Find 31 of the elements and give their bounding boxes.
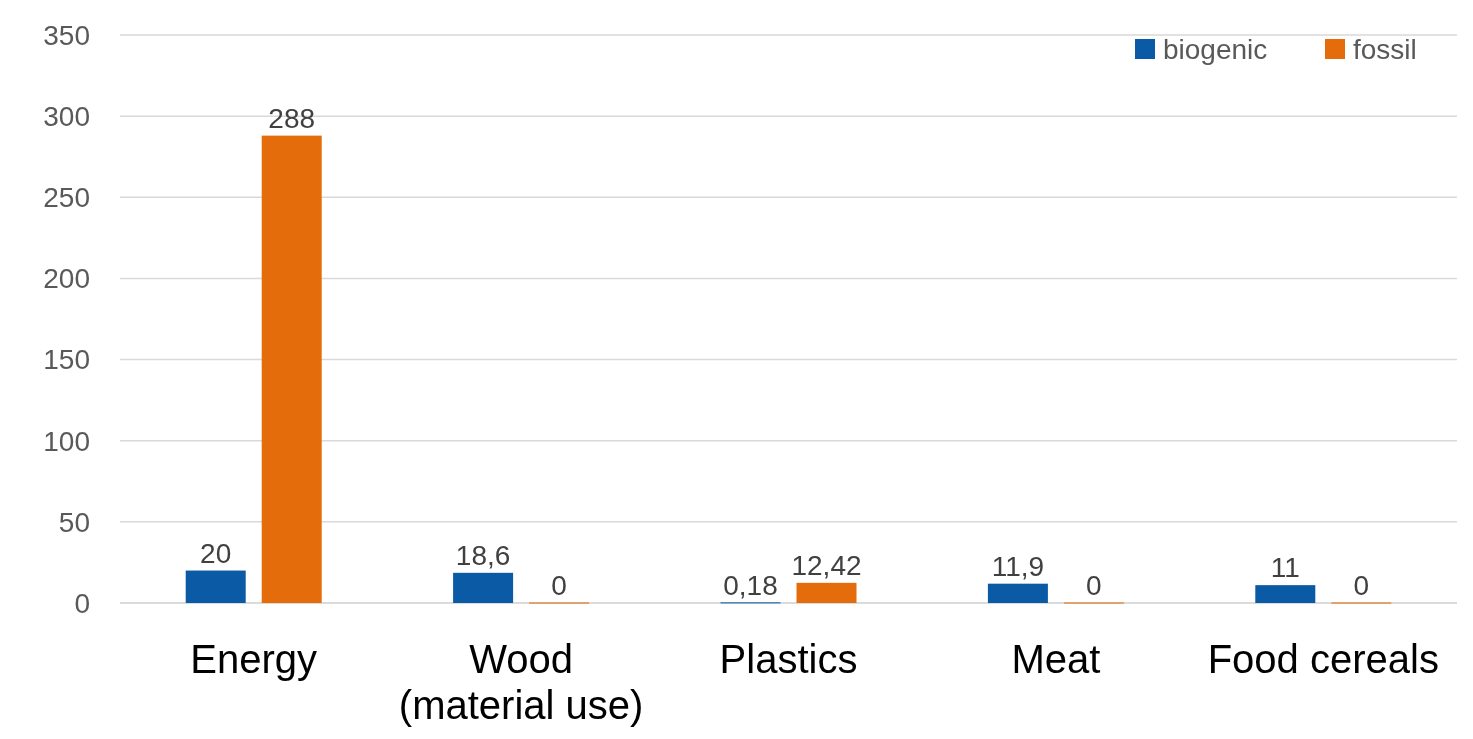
y-tick-label: 150 [43, 344, 90, 376]
data-label: 20 [200, 537, 232, 569]
y-tick-label: 100 [43, 425, 90, 457]
x-tick-label: Food cereals [1207, 637, 1439, 681]
bar [261, 135, 322, 603]
bar [185, 570, 246, 603]
y-tick-label: 50 [58, 506, 90, 538]
data-label: 11,9 [991, 550, 1045, 582]
data-label: 0 [1353, 570, 1370, 601]
y-tick-label: 0 [74, 587, 90, 619]
data-label: 11 [1270, 552, 1300, 584]
y-tick-label: 350 [43, 19, 90, 51]
y-tick-label: 250 [43, 182, 90, 214]
y-tick-label: 300 [43, 100, 90, 132]
data-label: 0 [551, 570, 567, 601]
bar [987, 583, 1048, 603]
data-label: 288 [268, 102, 316, 134]
bar [453, 572, 514, 603]
x-tick-label: Energy [190, 637, 318, 681]
data-label: 0,18 [723, 569, 778, 601]
x-tick-label: Plastics [719, 637, 858, 681]
legend-label: fossil [1353, 33, 1417, 65]
legend-label: biogenic [1163, 33, 1268, 65]
x-tick-label: Wood (material use) [398, 637, 644, 727]
data-label: 18,6 [455, 539, 511, 571]
data-label: 0 [1086, 570, 1102, 601]
bar [796, 582, 857, 603]
bar [1255, 585, 1316, 603]
data-label: 12,42 [791, 549, 862, 581]
y-tick-label: 200 [43, 263, 90, 295]
x-tick-label: Meat [1011, 637, 1101, 681]
